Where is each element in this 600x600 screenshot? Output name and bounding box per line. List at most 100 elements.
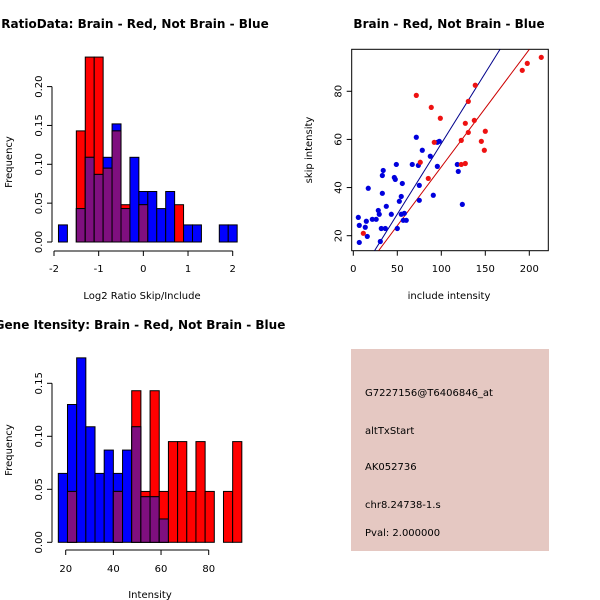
point-brain [465, 129, 471, 136]
point-brain [431, 139, 437, 145]
intensity-histogram-xlabel: Intensity [128, 590, 172, 600]
point-not-brain [373, 216, 379, 222]
y-tick-label: 0.15 [34, 372, 45, 394]
bar-brain [204, 490, 215, 543]
point-not-brain [365, 185, 371, 191]
scatter-plot-box [351, 48, 549, 252]
bar-not-brain [129, 156, 140, 243]
locus: chr8.24738-1.s [365, 500, 441, 511]
point-brain [465, 98, 471, 104]
point-not-brain [380, 167, 386, 174]
point-brain [538, 54, 544, 60]
intensity-histogram-ylabel: Frequency [4, 424, 15, 476]
point-brain [413, 92, 419, 98]
point-brain [417, 159, 423, 165]
point-not-brain [434, 163, 440, 169]
bar-brain [232, 441, 243, 543]
scatter-ylabel: skip intensity [304, 117, 315, 184]
bar-overlap [140, 496, 151, 543]
bar-not-brain [156, 208, 167, 243]
point-not-brain [409, 161, 415, 168]
bar-overlap [93, 173, 104, 243]
point-not-brain [356, 222, 362, 228]
point-brain [437, 115, 443, 121]
accession: AK052736 [365, 462, 417, 473]
point-not-brain [364, 233, 370, 240]
point-not-brain [379, 190, 385, 196]
point-brain [519, 67, 525, 73]
point-brain [428, 104, 434, 111]
point-not-brain [388, 211, 394, 217]
point-brain [481, 147, 487, 153]
fit-line-brain [378, 49, 530, 251]
bar-not-brain [122, 449, 133, 543]
x-tick-label: 50 [391, 264, 404, 275]
point-not-brain [396, 198, 402, 204]
point-not-brain [377, 238, 383, 245]
scatter-title: Brain - Red, Not Brain - Blue [353, 17, 544, 31]
point-brain [524, 60, 530, 66]
point-not-brain [430, 192, 436, 198]
x-tick-label: 150 [476, 264, 495, 275]
bar-not-brain [85, 426, 96, 543]
point-not-brain [419, 147, 425, 153]
x-tick-label: 100 [432, 264, 451, 275]
point-not-brain [369, 216, 375, 222]
y-tick-label: 20 [334, 229, 345, 242]
bar-overlap [131, 426, 142, 543]
point-not-brain [379, 172, 385, 179]
y-tick-label: 0.10 [34, 425, 45, 447]
x-tick-label: -1 [94, 264, 104, 275]
x-tick-label: 80 [202, 564, 215, 575]
point-not-brain [454, 161, 460, 168]
info-panel: G7227156@T6406846_at altTxStart AK052736… [351, 349, 549, 551]
point-not-brain [427, 153, 433, 159]
bar-overlap [66, 490, 78, 543]
point-brain [478, 138, 484, 144]
point-not-brain [393, 161, 399, 168]
y-tick-label: 0.05 [34, 192, 45, 214]
y-tick-label: 0.20 [34, 75, 45, 97]
bar-not-brain [57, 224, 68, 243]
y-tick-label: 60 [334, 133, 345, 146]
x-tick-label: 20 [59, 564, 72, 575]
y-tick-label: 80 [334, 85, 345, 98]
bar-not-brain [76, 357, 87, 543]
intensity-scatter: Brain - Red, Not Brain - Blue include in… [304, 17, 549, 302]
bar-not-brain [94, 472, 105, 543]
bar-overlap [111, 130, 122, 243]
point-brain [471, 117, 477, 124]
point-not-brain [392, 176, 398, 182]
y-tick-label: 40 [334, 181, 345, 194]
x-tick-label: 0 [350, 264, 356, 275]
ratio-histogram-ylabel: Frequency [4, 136, 15, 188]
point-not-brain [376, 211, 382, 217]
x-tick-label: 200 [520, 264, 539, 275]
bar-brain [167, 441, 179, 543]
point-not-brain [416, 182, 422, 188]
point-brain [482, 128, 488, 134]
x-tick-label: -2 [49, 264, 59, 275]
bar-not-brain [103, 449, 114, 543]
point-brain [458, 137, 464, 143]
point-not-brain [413, 134, 419, 140]
point-not-brain [355, 214, 361, 221]
point-not-brain [383, 203, 389, 209]
bar-not-brain [57, 472, 68, 543]
point-not-brain [455, 168, 461, 175]
point-not-brain [459, 201, 465, 208]
fit-line-not-brain [374, 49, 501, 251]
bar-overlap [84, 156, 95, 243]
bar-overlap [102, 167, 113, 243]
bar-not-brain [227, 224, 238, 243]
x-tick-label: 0 [140, 264, 146, 275]
bar-overlap [138, 204, 149, 243]
x-tick-label: 1 [185, 264, 191, 275]
y-tick-label: 0.00 [34, 231, 45, 253]
bar-not-brain [191, 224, 202, 243]
scatter-xlabel: include intensity [408, 291, 491, 302]
x-tick-label: 2 [230, 264, 236, 275]
point-not-brain [436, 138, 442, 144]
ratio-histogram-title: RatioData: Brain - Red, Not Brain - Blue [1, 17, 268, 31]
